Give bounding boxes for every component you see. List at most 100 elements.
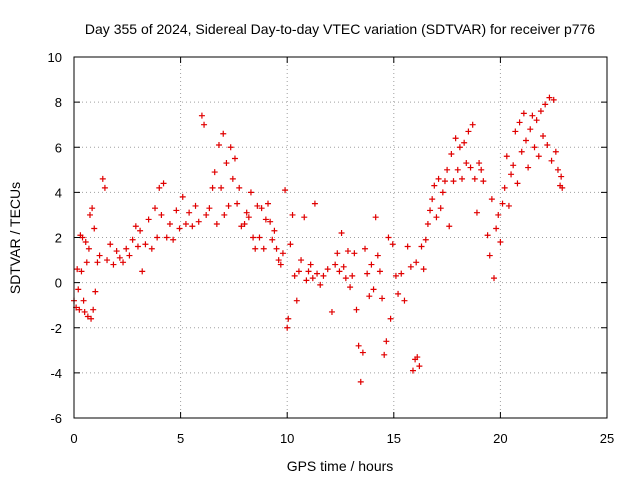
data-point — [203, 211, 210, 218]
data-point — [389, 241, 396, 248]
data-point — [113, 248, 120, 255]
data-point — [418, 243, 425, 250]
y-axis-label: SDTVAR / TECUs — [7, 182, 23, 294]
data-point — [245, 214, 252, 221]
data-point — [88, 315, 95, 322]
data-point — [145, 216, 152, 223]
data-point — [92, 288, 99, 295]
data-point — [351, 250, 358, 257]
data-point — [110, 261, 117, 268]
data-point — [195, 218, 202, 225]
data-point — [285, 315, 292, 322]
data-point — [368, 261, 375, 268]
data-point — [429, 196, 436, 203]
y-tick-label: -6 — [50, 411, 62, 426]
data-point — [317, 281, 324, 288]
data-point — [518, 148, 525, 155]
data-point — [142, 241, 149, 248]
data-point — [213, 220, 220, 227]
data-point — [444, 166, 451, 173]
data-point — [99, 175, 106, 182]
data-point — [336, 268, 343, 275]
data-point — [476, 160, 483, 167]
data-point — [311, 200, 318, 207]
data-point — [269, 236, 276, 243]
y-tick-label: 4 — [55, 185, 62, 200]
data-point — [340, 263, 347, 270]
data-point — [416, 363, 423, 370]
data-point — [279, 250, 286, 257]
x-tick-label: 20 — [493, 431, 507, 446]
data-point — [82, 239, 89, 246]
data-point — [289, 211, 296, 218]
data-point — [505, 202, 512, 209]
data-point — [379, 295, 386, 302]
data-point — [548, 157, 555, 164]
data-point — [132, 223, 139, 230]
data-point — [123, 245, 130, 252]
data-point — [552, 148, 559, 155]
data-point — [260, 245, 267, 252]
data-point — [126, 252, 133, 259]
data-point — [252, 245, 259, 252]
data-point — [101, 184, 108, 191]
data-point — [152, 205, 159, 212]
data-point — [559, 184, 566, 191]
data-point — [522, 137, 529, 144]
data-point — [546, 94, 553, 101]
data-point — [461, 139, 468, 146]
data-point — [137, 227, 144, 234]
data-point — [503, 153, 510, 160]
data-point — [209, 184, 216, 191]
data-point — [525, 164, 532, 171]
data-point — [90, 306, 97, 313]
data-point — [381, 351, 388, 358]
data-point — [179, 193, 186, 200]
data-point — [501, 184, 508, 191]
data-point — [437, 205, 444, 212]
data-point — [334, 250, 341, 257]
data-point — [332, 261, 339, 268]
data-point — [291, 272, 298, 279]
data-point — [148, 245, 155, 252]
data-point — [342, 275, 349, 282]
data-point — [273, 245, 280, 252]
data-point — [554, 166, 561, 173]
data-point — [452, 135, 459, 142]
data-point — [520, 110, 527, 117]
data-point — [192, 202, 199, 209]
data-point — [422, 236, 429, 243]
data-point — [383, 338, 390, 345]
data-point — [531, 144, 538, 151]
data-point — [170, 236, 177, 243]
x-tick-label: 0 — [70, 431, 77, 446]
data-point — [486, 252, 493, 259]
data-point — [271, 227, 278, 234]
data-point — [86, 211, 93, 218]
data-point — [238, 223, 245, 230]
data-point — [134, 243, 141, 250]
data-point — [459, 175, 466, 182]
y-tick-label: 6 — [55, 140, 62, 155]
data-point — [347, 284, 354, 291]
data-point — [243, 209, 250, 216]
data-point — [256, 234, 263, 241]
data-point — [182, 220, 189, 227]
x-tick-label: 10 — [280, 431, 294, 446]
data-point — [488, 196, 495, 203]
data-point — [154, 234, 161, 241]
data-point — [344, 248, 351, 255]
data-point — [478, 166, 485, 173]
data-point — [303, 277, 310, 284]
data-point — [231, 155, 238, 162]
data-point — [527, 126, 534, 133]
data-point — [497, 239, 504, 246]
data-point — [529, 112, 536, 119]
data-point — [94, 259, 101, 266]
plot-frame — [73, 56, 608, 419]
data-point — [277, 261, 284, 268]
data-point — [120, 259, 127, 266]
data-point — [267, 218, 274, 225]
data-point — [512, 128, 519, 135]
data-point — [465, 128, 472, 135]
